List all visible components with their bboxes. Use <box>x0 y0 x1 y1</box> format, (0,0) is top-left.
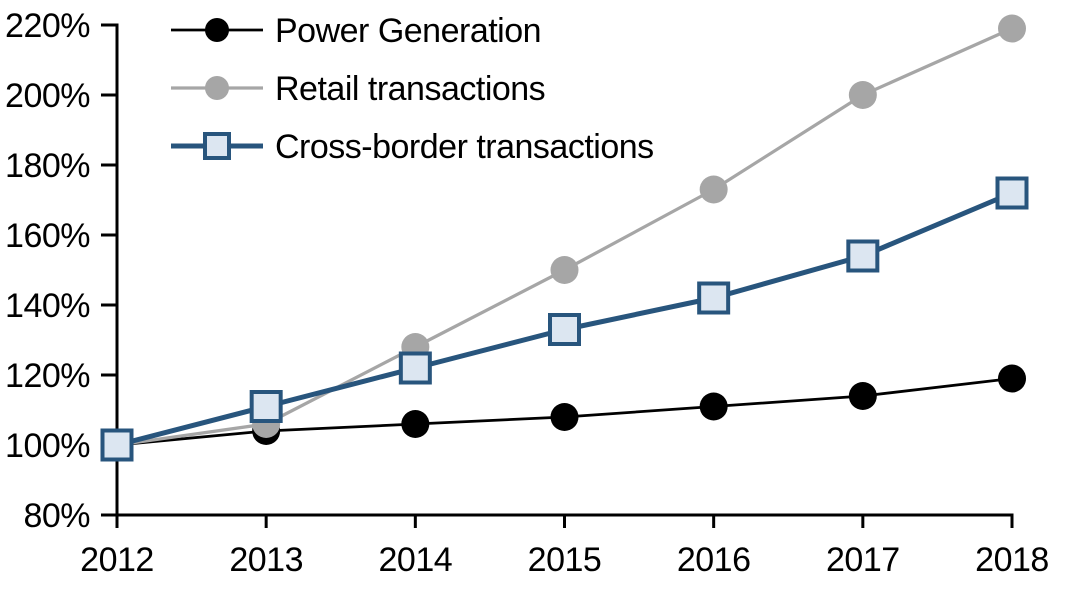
legend-label-cross-border-transactions: Cross-border transactions <box>275 128 654 166</box>
y-axis-tick-label: 80% <box>23 497 90 535</box>
y-axis-tick-label: 120% <box>5 357 90 395</box>
data-point-power-generation-2016 <box>699 392 728 421</box>
x-axis-tick-label: 2014 <box>379 541 453 579</box>
data-point-retail-transactions-2016 <box>699 175 728 204</box>
data-point-cross-border-transactions-2012 <box>100 428 134 462</box>
legend-marker-power-generation <box>205 18 229 42</box>
data-point-cross-border-transactions-2018 <box>995 176 1029 210</box>
data-point-power-generation-2017 <box>848 382 877 410</box>
y-axis-tick-label: 180% <box>5 147 90 185</box>
x-axis-tick-label: 2018 <box>975 541 1049 579</box>
data-point-retail-transactions-2018 <box>998 14 1026 43</box>
y-axis-tick-label: 220% <box>5 7 90 45</box>
y-axis-tick-label: 200% <box>5 77 90 115</box>
data-point-cross-border-transactions-2013 <box>249 390 283 423</box>
data-point-retail-transactions-2017 <box>848 81 877 109</box>
data-point-cross-border-transactions-2016 <box>697 281 731 315</box>
data-point-power-generation-2014 <box>401 410 430 438</box>
legend-label-power-generation: Power Generation <box>275 12 541 50</box>
y-axis-tick-label: 100% <box>5 427 90 465</box>
legend-marker-cross-border-transactions <box>203 132 231 160</box>
data-point-cross-border-transactions-2014 <box>398 351 432 385</box>
x-axis-tick-label: 2017 <box>826 541 900 579</box>
x-axis-tick-label: 2016 <box>677 541 751 579</box>
data-point-cross-border-transactions-2015 <box>548 313 581 346</box>
legend-label-retail-transactions: Retail transactions <box>275 70 545 108</box>
x-axis-tick-label: 2012 <box>80 541 154 579</box>
x-axis-tick-label: 2013 <box>229 541 303 579</box>
x-axis-tick-label: 2015 <box>528 541 602 579</box>
legend-marker-retail-transactions <box>205 76 229 100</box>
y-axis-tick-label: 160% <box>5 217 90 255</box>
data-point-power-generation-2015 <box>550 403 579 431</box>
data-point-retail-transactions-2015 <box>550 256 579 284</box>
data-point-cross-border-transactions-2017 <box>846 239 880 273</box>
data-point-power-generation-2018 <box>998 364 1026 393</box>
y-axis-tick-label: 140% <box>5 287 90 325</box>
